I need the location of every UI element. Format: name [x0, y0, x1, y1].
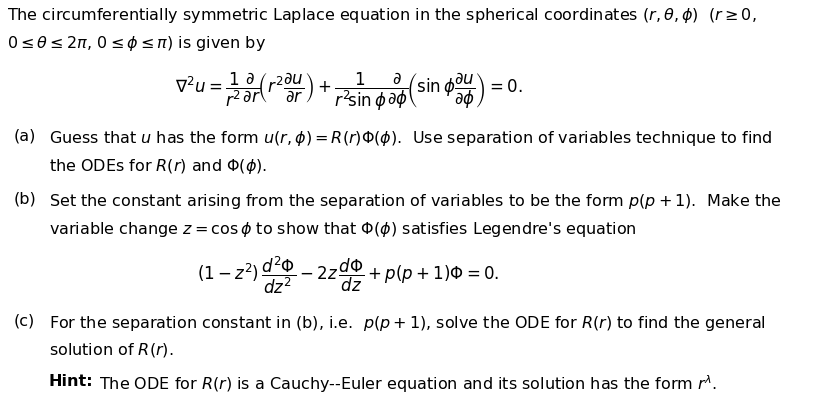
- Text: $0 \leq \theta \leq 2\pi,\, 0 \leq \phi \leq \pi)$ is given by: $0 \leq \theta \leq 2\pi,\, 0 \leq \phi …: [7, 34, 266, 53]
- Text: (b): (b): [14, 192, 37, 207]
- Text: (a): (a): [14, 129, 37, 144]
- Text: Hint:: Hint:: [49, 374, 93, 389]
- Text: $\nabla^2 u = \dfrac{1}{r^2}\dfrac{\partial}{\partial r}\!\left(r^2\dfrac{\parti: $\nabla^2 u = \dfrac{1}{r^2}\dfrac{\part…: [174, 70, 522, 113]
- Text: variable change $z = \cos\phi$ to show that $\Phi(\phi)$ satisfies Legendre's eq: variable change $z = \cos\phi$ to show t…: [49, 220, 637, 239]
- Text: Set the constant arising from the separation of variables to be the form $p(p+1): Set the constant arising from the separa…: [49, 192, 781, 211]
- Text: solution of $R(r)$.: solution of $R(r)$.: [49, 341, 173, 359]
- Text: the ODEs for $R(r)$ and $\Phi(\phi)$.: the ODEs for $R(r)$ and $\Phi(\phi)$.: [49, 157, 267, 176]
- Text: Guess that $u$ has the form $u(r,\phi) = R(r)\Phi(\phi)$.  Use separation of var: Guess that $u$ has the form $u(r,\phi) =…: [49, 129, 772, 148]
- Text: The ODE for $R(r)$ is a Cauchy--Euler equation and its solution has the form $r^: The ODE for $R(r)$ is a Cauchy--Euler eq…: [94, 374, 717, 395]
- Text: (c): (c): [14, 314, 35, 328]
- Text: For the separation constant in (b), i.e.  $p(p+1)$, solve the ODE for $R(r)$ to : For the separation constant in (b), i.e.…: [49, 314, 765, 332]
- Text: $(1-z^2)\,\dfrac{d^2\Phi}{dz^2} - 2z\,\dfrac{d\Phi}{dz} + p(p+1)\Phi = 0.$: $(1-z^2)\,\dfrac{d^2\Phi}{dz^2} - 2z\,\d…: [198, 255, 500, 296]
- Text: The circumferentially symmetric Laplace equation in the spherical coordinates $(: The circumferentially symmetric Laplace …: [7, 6, 756, 25]
